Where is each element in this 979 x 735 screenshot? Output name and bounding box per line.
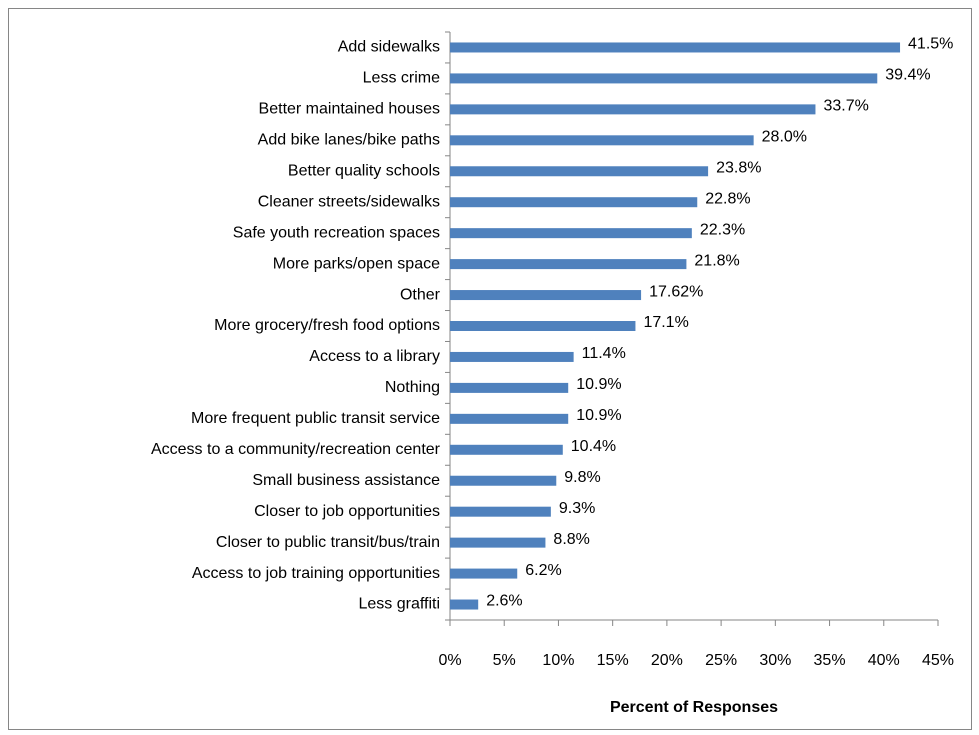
x-tick-label: 5%	[493, 652, 516, 669]
data-label: 39.4%	[885, 67, 930, 84]
x-tick-label: 35%	[814, 652, 846, 669]
y-tick-label: Better quality schools	[288, 162, 440, 179]
y-tick-label: Cleaner streets/sidewalks	[258, 193, 440, 210]
bar	[450, 259, 687, 270]
data-label: 2.6%	[486, 593, 522, 610]
data-label: 9.3%	[559, 500, 595, 517]
x-tick-label: 0%	[438, 652, 461, 669]
bar	[450, 228, 692, 239]
bar	[450, 568, 518, 579]
y-tick-label: Better maintained houses	[259, 101, 440, 118]
bar	[450, 506, 551, 517]
bar	[450, 351, 574, 362]
y-tick-label: Add sidewalks	[338, 39, 440, 56]
data-label: 41.5%	[908, 36, 953, 53]
x-tick-label: 40%	[868, 652, 900, 669]
bar	[450, 321, 636, 331]
bar	[450, 135, 754, 146]
y-tick-label: More frequent public transit service	[191, 410, 440, 427]
data-label: 22.3%	[700, 221, 745, 238]
bar	[450, 475, 557, 486]
data-label: 21.8%	[694, 252, 739, 269]
x-tick-label: 10%	[542, 652, 574, 669]
bar	[450, 444, 563, 455]
data-label: 10.9%	[576, 376, 621, 393]
bar	[450, 42, 901, 53]
bar	[450, 382, 569, 393]
bar	[450, 197, 698, 208]
y-tick-label: Nothing	[385, 379, 440, 396]
y-tick-label: Closer to public transit/bus/train	[216, 534, 440, 551]
data-label: 6.2%	[525, 562, 561, 579]
x-tick-label: 45%	[922, 652, 954, 669]
bar	[450, 537, 546, 548]
x-axis-title: Percent of Responses	[610, 699, 778, 716]
bar	[450, 290, 642, 301]
y-tick-label: Closer to job opportunities	[254, 503, 440, 520]
y-tick-label: Access to a community/recreation center	[151, 441, 441, 458]
y-tick-label: Access to a library	[309, 348, 440, 365]
data-label: 17.62%	[649, 283, 703, 300]
data-label: 33.7%	[823, 98, 868, 115]
y-tick-label: Less crime	[363, 70, 440, 87]
data-label: 10.9%	[576, 407, 621, 424]
y-tick-label: Add bike lanes/bike paths	[258, 132, 440, 149]
chart-border	[8, 8, 972, 730]
data-label: 28.0%	[762, 129, 807, 146]
data-label: 23.8%	[716, 159, 761, 176]
data-label: 8.8%	[553, 531, 589, 548]
x-tick-label: 25%	[705, 652, 737, 669]
data-label: 17.1%	[643, 314, 688, 331]
y-tick-label: Safe youth recreation spaces	[233, 224, 440, 241]
bar	[450, 599, 479, 610]
y-tick-label: More grocery/fresh food options	[214, 317, 440, 334]
y-tick-label: Less graffiti	[358, 596, 440, 613]
data-label: 10.4%	[571, 438, 616, 455]
bar	[450, 73, 878, 84]
y-tick-label: Access to job training opportunities	[192, 565, 440, 582]
bar	[450, 413, 569, 424]
bar	[450, 166, 709, 177]
x-tick-label: 15%	[597, 652, 629, 669]
x-tick-label: 30%	[759, 652, 791, 669]
y-tick-label: More parks/open space	[273, 255, 440, 272]
y-tick-label: Other	[400, 286, 441, 303]
data-label: 22.8%	[705, 190, 750, 207]
data-label: 9.8%	[564, 469, 600, 486]
data-label: 11.4%	[582, 345, 626, 362]
x-tick-label: 20%	[651, 652, 683, 669]
y-tick-label: Small business assistance	[252, 472, 440, 489]
bar	[450, 104, 816, 115]
